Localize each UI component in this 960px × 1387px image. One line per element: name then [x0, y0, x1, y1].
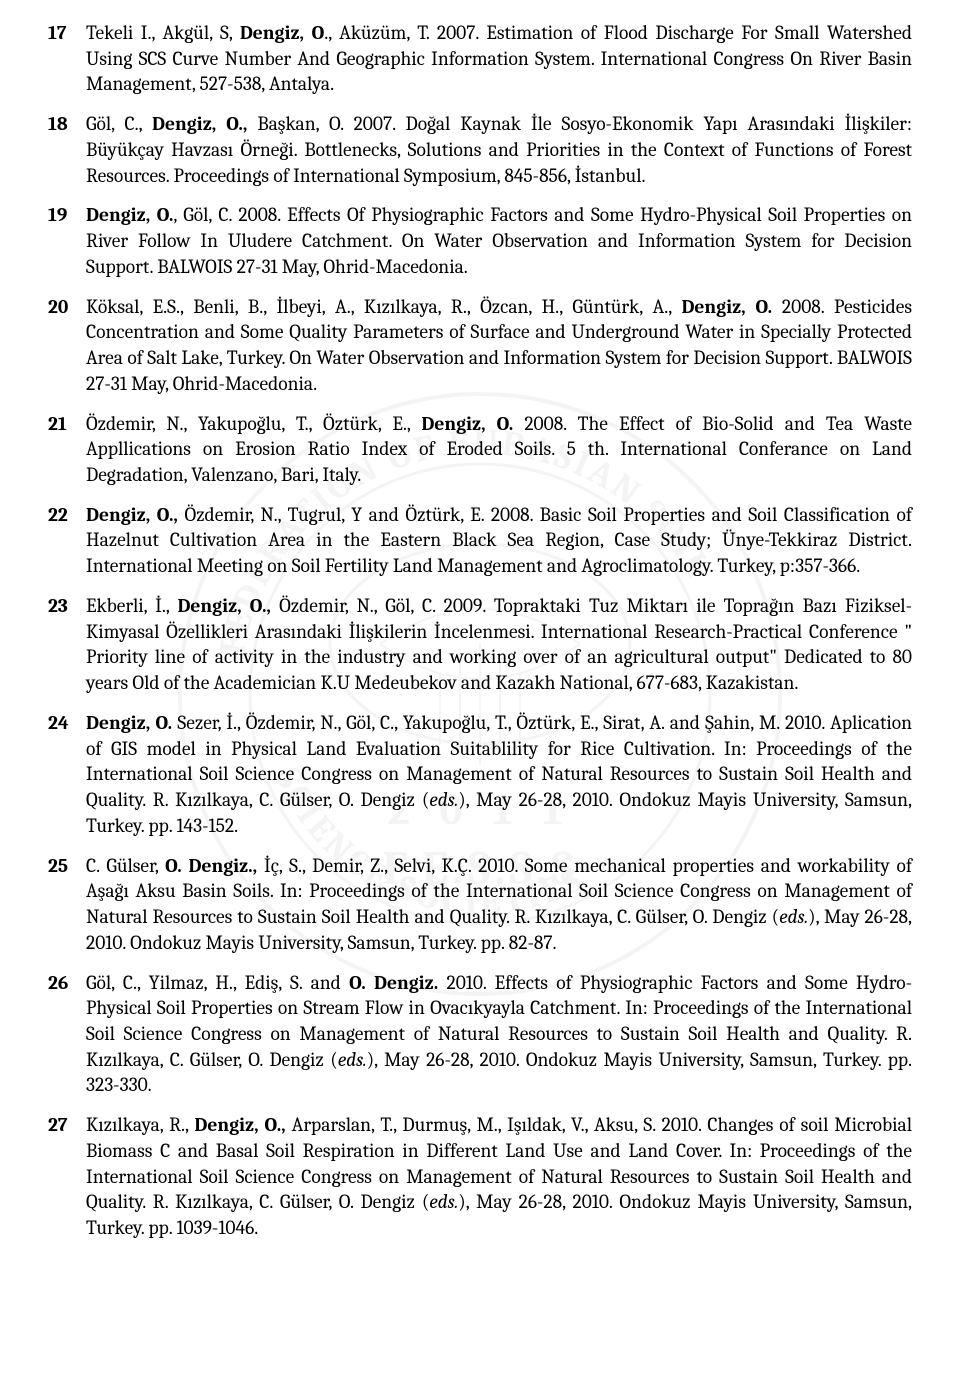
references-list: 17Tekeli I., Akgül, S, Dengiz, O., Aküzü… [0, 0, 960, 1295]
reference-text: Göl, C., Yilmaz, H., Ediş, S. and O. Den… [86, 970, 912, 1099]
reference-number: 27 [48, 1112, 86, 1241]
reference-item: 20Köksal, E.S., Benli, B., İlbeyi, A., K… [48, 294, 912, 397]
reference-item: 24Dengiz, O. Sezer, İ., Özdemir, N., Göl… [48, 710, 912, 839]
reference-number: 23 [48, 593, 86, 696]
reference-item: 19Dengiz, O., Göl, C. 2008. Effects Of P… [48, 202, 912, 279]
reference-text: Kızılkaya, R., Dengiz, O., Arparslan, T.… [86, 1112, 912, 1241]
reference-number: 21 [48, 411, 86, 488]
reference-text: Ekberli, İ., Dengiz, O., Özdemir, N., Gö… [86, 593, 912, 696]
reference-item: 23Ekberli, İ., Dengiz, O., Özdemir, N., … [48, 593, 912, 696]
reference-number: 24 [48, 710, 86, 839]
reference-text: Göl, C., Dengiz, O., Başkan, O. 2007. Do… [86, 111, 912, 188]
reference-text: Dengiz, O., Özdemir, N., Tugrul, Y and Ö… [86, 502, 912, 579]
reference-number: 25 [48, 853, 86, 956]
reference-item: 25C. Gülser, O. Dengiz., İç, S., Demir, … [48, 853, 912, 956]
reference-item: 18Göl, C., Dengiz, O., Başkan, O. 2007. … [48, 111, 912, 188]
reference-text: Köksal, E.S., Benli, B., İlbeyi, A., Kız… [86, 294, 912, 397]
reference-number: 17 [48, 20, 86, 97]
reference-item: 22Dengiz, O., Özdemir, N., Tugrul, Y and… [48, 502, 912, 579]
reference-text: C. Gülser, O. Dengiz., İç, S., Demir, Z.… [86, 853, 912, 956]
reference-item: 21Özdemir, N., Yakupoğlu, T., Öztürk, E.… [48, 411, 912, 488]
reference-number: 26 [48, 970, 86, 1099]
reference-item: 17Tekeli I., Akgül, S, Dengiz, O., Aküzü… [48, 20, 912, 97]
reference-text: Dengiz, O., Göl, C. 2008. Effects Of Phy… [86, 202, 912, 279]
reference-text: Dengiz, O. Sezer, İ., Özdemir, N., Göl, … [86, 710, 912, 839]
reference-number: 22 [48, 502, 86, 579]
reference-item: 26Göl, C., Yilmaz, H., Ediş, S. and O. D… [48, 970, 912, 1099]
reference-number: 19 [48, 202, 86, 279]
reference-text: Tekeli I., Akgül, S, Dengiz, O., Aküzüm,… [86, 20, 912, 97]
reference-item: 27Kızılkaya, R., Dengiz, O., Arparslan, … [48, 1112, 912, 1241]
reference-text: Özdemir, N., Yakupoğlu, T., Öztürk, E., … [86, 411, 912, 488]
reference-number: 20 [48, 294, 86, 397]
reference-number: 18 [48, 111, 86, 188]
